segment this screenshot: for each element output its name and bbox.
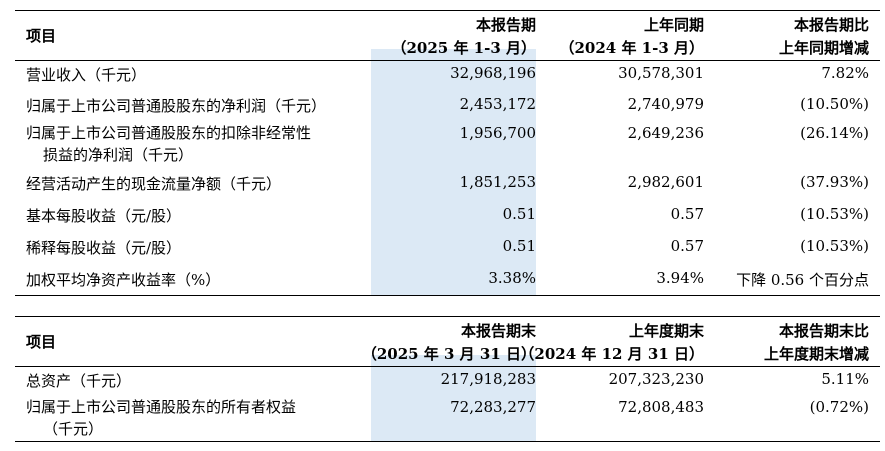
table-bottom-rule	[15, 295, 880, 296]
row-label: 经营活动产生的现金流量净额（千元）	[26, 175, 282, 193]
table-top-rule	[15, 316, 880, 317]
row-label: 营业收入（千元）	[26, 66, 147, 84]
row-value-prior: 3.94%	[656, 269, 704, 287]
header-prior-period: 上年同期	[643, 16, 704, 34]
header-current-period-end-date: （2025 年 3 月 31 日）	[361, 345, 536, 363]
table-header: 项目 本报告期 （2025 年 1-3 月） 上年同期 （2024 年 1-3 …	[15, 13, 880, 57]
header-prior-period-range: （2024 年 1-3 月）	[559, 39, 704, 57]
row-value-change: 下降 0.56 个百分点	[736, 271, 869, 289]
header-rule	[15, 366, 880, 367]
row-label: 归属于上市公司普通股股东的扣除非经常性 损益的净利润（千元）	[26, 122, 311, 166]
row-value-prior: 0.57	[670, 205, 704, 223]
row-value-prior: 2,649,236	[627, 124, 704, 142]
header-item: 项目	[26, 27, 57, 45]
row-value-current: 72,283,277	[450, 398, 536, 416]
row-value-change: (10.50%)	[800, 95, 869, 113]
row-label-line2: 损益的净利润（千元）	[43, 146, 194, 164]
row-value-prior: 207,323,230	[608, 370, 704, 388]
row-value-change: (10.53%)	[800, 205, 869, 223]
table-header: 项目 本报告期末 （2025 年 3 月 31 日） 上年度期末 （2024 年…	[15, 319, 880, 363]
row-label: 归属于上市公司普通股股东的净利润（千元）	[26, 97, 327, 115]
row-label-line2: （千元）	[43, 420, 104, 438]
header-item: 项目	[26, 333, 57, 351]
row-value-change: (26.14%)	[800, 124, 869, 142]
row-value-change: (10.53%)	[800, 237, 869, 255]
row-value-current: 3.38%	[488, 269, 536, 287]
header-current-period-end: 本报告期末	[460, 322, 536, 340]
header-change-line2: 上年同期增减	[778, 39, 869, 57]
row-value-current: 217,918,283	[440, 370, 536, 388]
table-bottom-rule	[15, 441, 880, 442]
row-value-change: 5.11%	[821, 370, 869, 388]
header-change: 本报告期比	[793, 16, 869, 34]
row-label-line1: 归属于上市公司普通股股东的所有者权益	[26, 398, 297, 416]
row-label: 稀释每股收益（元/股）	[26, 239, 182, 257]
row-value-change: 7.82%	[821, 64, 869, 82]
row-value-current: 0.51	[502, 237, 536, 255]
header-prior-year-end-date: （2024 年 12 月 31 日）	[519, 345, 704, 363]
row-value-prior: 2,982,601	[627, 173, 704, 191]
row-value-current: 0.51	[502, 205, 536, 223]
current-period-highlight	[371, 49, 536, 295]
row-value-current: 1,956,700	[459, 124, 536, 142]
row-label: 总资产（千元）	[26, 372, 132, 390]
header-current-period-range: （2025 年 1-3 月）	[391, 39, 536, 57]
row-label: 加权平均净资产收益率（%）	[26, 271, 221, 289]
row-label: 归属于上市公司普通股股东的所有者权益 （千元）	[26, 396, 296, 440]
row-value-prior: 2,740,979	[627, 95, 704, 113]
row-value-current: 32,968,196	[450, 64, 536, 82]
header-rule	[15, 60, 880, 61]
header-prior-year-end: 上年度期末	[628, 322, 704, 340]
table-top-rule	[15, 10, 880, 11]
row-value-prior: 72,808,483	[618, 398, 704, 416]
row-label: 基本每股收益（元/股）	[26, 207, 182, 225]
row-value-prior: 0.57	[670, 237, 704, 255]
header-change-line2: 上年度期末增减	[763, 345, 869, 363]
header-change: 本报告期末比	[778, 322, 869, 340]
row-value-current: 2,453,172	[459, 95, 536, 113]
row-label-line1: 归属于上市公司普通股股东的扣除非经常性	[26, 124, 312, 142]
row-value-change: (0.72%)	[809, 398, 869, 416]
header-current-period: 本报告期	[475, 16, 536, 34]
current-period-end-highlight	[371, 355, 536, 441]
row-value-prior: 30,578,301	[618, 64, 704, 82]
row-value-change: (37.93%)	[800, 173, 869, 191]
row-value-current: 1,851,253	[459, 173, 536, 191]
